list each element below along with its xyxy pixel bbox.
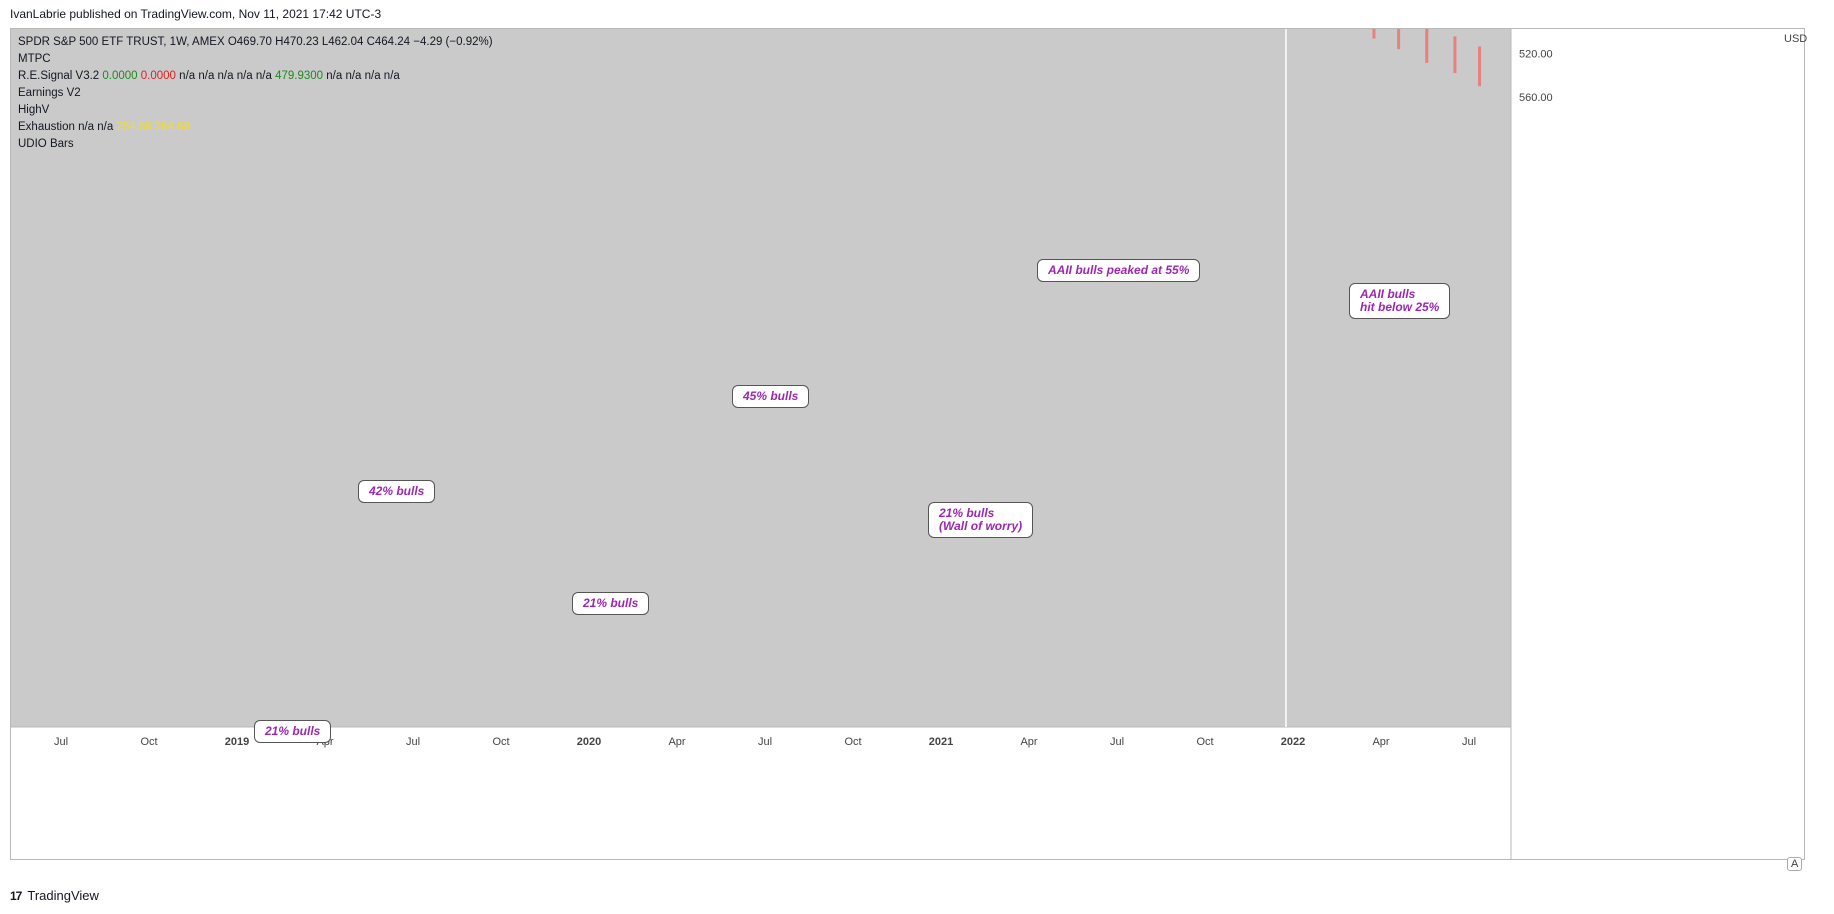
- x-tick-2: 2019: [225, 736, 249, 748]
- legend-highv[interactable]: HighV: [18, 104, 50, 116]
- re-label: R.E.Signal V3.2: [18, 70, 100, 82]
- y-tick-22: 560.00: [1519, 92, 1553, 104]
- x-tick-15: Apr: [1372, 736, 1389, 748]
- currency-badge[interactable]: USD: [1784, 33, 1808, 45]
- callout-aaii-low: AAII bulls hit below 25%: [1349, 283, 1451, 319]
- tradingview-logo-icon: 17: [10, 888, 22, 903]
- x-tick-10: 2021: [929, 736, 953, 748]
- re-value-1: 0.0000: [102, 70, 138, 82]
- legend-udio[interactable]: UDIO Bars: [18, 138, 74, 150]
- auto-scale-button[interactable]: A: [1787, 857, 1803, 871]
- legend-re-signal[interactable]: R.E.Signal V3.2 0.0000 0.0000 n/a n/a n/…: [18, 68, 493, 85]
- x-tick-4: Jul: [406, 736, 420, 748]
- x-tick-16: Jul: [1462, 736, 1476, 748]
- x-tick-5: Oct: [492, 736, 509, 748]
- x-tick-12: Jul: [1110, 736, 1124, 748]
- price-chart[interactable]: 191.00199.00208.00217.00227.00237.00247.…: [11, 29, 1804, 859]
- re-value-3: 479.9300: [275, 70, 324, 82]
- x-tick-13: Oct: [1196, 736, 1213, 748]
- x-tick-14: 2022: [1281, 736, 1305, 748]
- callout-21-bulls-2018: 21% bulls: [254, 720, 332, 743]
- callout-wall-of-worry: 21% bulls (Wall of worry): [928, 502, 1034, 538]
- x-tick-0: Jul: [54, 736, 68, 748]
- legend-earnings[interactable]: Earnings V2: [18, 87, 81, 99]
- legend-mtpc[interactable]: MTPC: [18, 53, 51, 65]
- indicator-legend: SPDR S&P 500 ETF TRUST, 1W, AMEX O469.70…: [18, 34, 493, 153]
- footer-brand: 17 TradingView: [10, 888, 99, 903]
- x-tick-11: Apr: [1020, 736, 1037, 748]
- chart-frame[interactable]: 191.00199.00208.00217.00227.00237.00247.…: [10, 28, 1805, 860]
- callout-42-bulls: 42% bulls: [358, 480, 436, 503]
- x-tick-8: Jul: [758, 736, 772, 748]
- plot-background: [11, 29, 1511, 727]
- y-tick-21: 520.00: [1519, 49, 1553, 61]
- callout-aaii-peak: AAII bulls peaked at 55%: [1037, 259, 1201, 282]
- x-tick-9: Oct: [844, 736, 861, 748]
- tradingview-brand: TradingView: [27, 888, 99, 903]
- publish-header: IvanLabrie published on TradingView.com,…: [10, 7, 382, 21]
- callout-45-bulls: 45% bulls: [732, 385, 810, 408]
- exh-value-2: 264.68: [154, 121, 191, 133]
- callout-21-bulls-2019: 21% bulls: [572, 592, 650, 615]
- exh-label: Exhaustion n/a n/a: [18, 121, 114, 133]
- x-tick-1: Oct: [140, 736, 157, 748]
- symbol-line[interactable]: SPDR S&P 500 ETF TRUST, 1W, AMEX O469.70…: [18, 36, 493, 48]
- x-tick-6: 2020: [577, 736, 601, 748]
- re-na-1: n/a n/a n/a n/a n/a: [179, 70, 272, 82]
- exh-value-1: 264.68: [116, 121, 152, 133]
- re-na-2: n/a n/a n/a n/a: [326, 70, 400, 82]
- re-value-2: 0.0000: [140, 70, 176, 82]
- legend-exhaustion[interactable]: Exhaustion n/a n/a 264.68 264.68: [18, 119, 493, 136]
- x-tick-7: Apr: [668, 736, 685, 748]
- price-axis-area: [1511, 29, 1804, 859]
- time-axis-area: [11, 727, 1511, 859]
